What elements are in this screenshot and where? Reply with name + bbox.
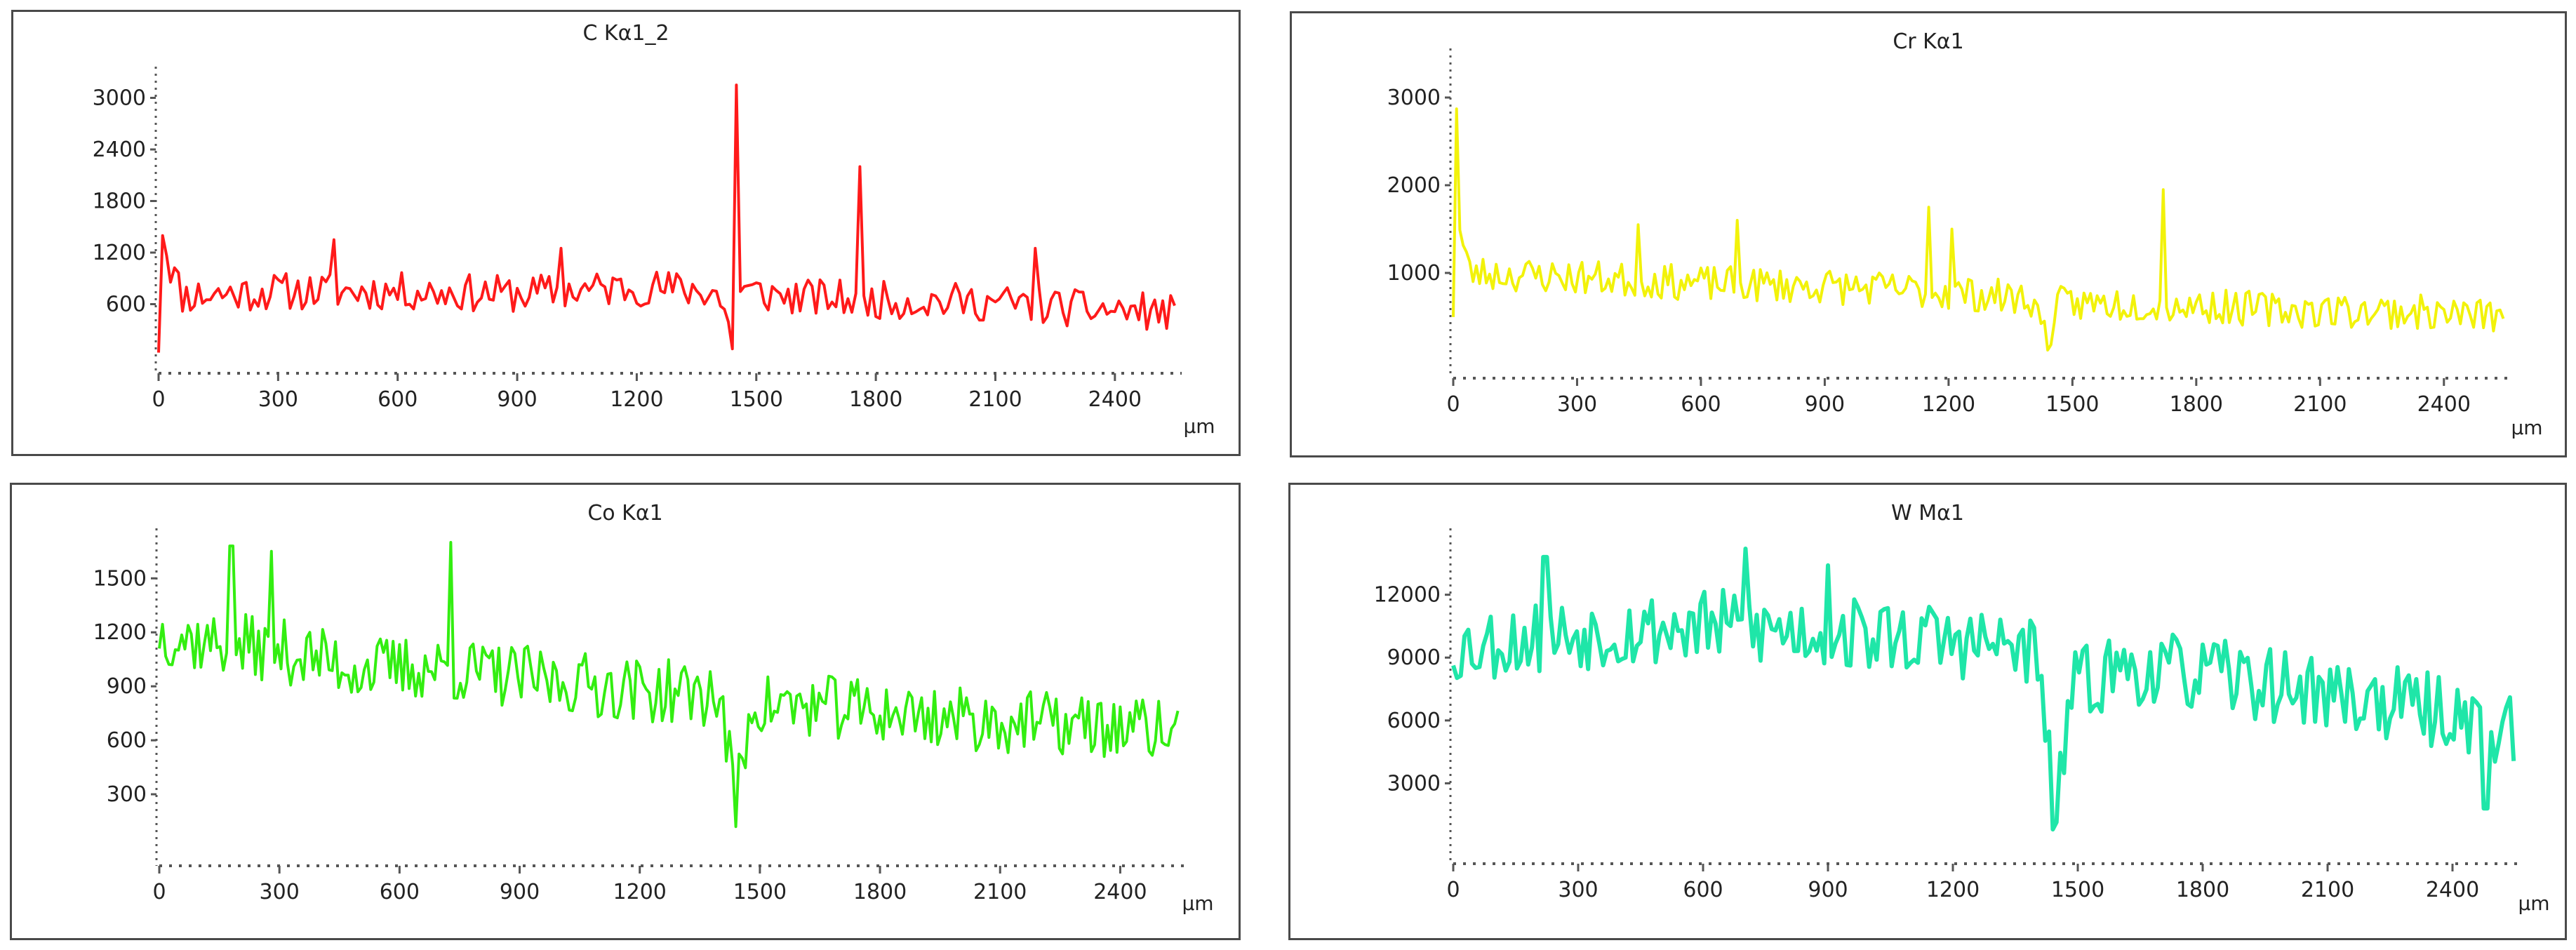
- x-tick-label: 900: [1805, 392, 1845, 417]
- x-unit-label: µm: [2511, 416, 2542, 439]
- x-tick-label: 1500: [2051, 878, 2104, 902]
- y-tick-label: 3000: [93, 86, 146, 111]
- y-tick-label: 1000: [1387, 261, 1441, 286]
- x-tick-label: 0: [1446, 878, 1460, 902]
- chart-panel-cr: Cr Kα1 1000 2000 3000 0 300 600 900 1200 1500 1800…: [1290, 11, 2567, 457]
- series-line-c: [157, 83, 1176, 353]
- x-tick-label: 2100: [2293, 392, 2347, 417]
- x-tick-label: 300: [1557, 392, 1597, 417]
- x-tick-label: 0: [1446, 392, 1460, 417]
- x-tick-label: 1200: [613, 880, 667, 904]
- chart-title-co: Co Kα1: [587, 501, 662, 526]
- y-tick-label: 3000: [1387, 771, 1441, 796]
- x-tick-label: 600: [1683, 878, 1723, 902]
- x-tick-label: 0: [152, 880, 166, 904]
- y-tick-label: 2000: [1387, 173, 1441, 198]
- x-tick-label: 2100: [2301, 878, 2354, 902]
- x-tick-label: 1800: [2170, 392, 2223, 417]
- x-tick-label: 2400: [2417, 392, 2471, 417]
- x-tick-label: 1200: [610, 387, 663, 412]
- y-tick-label: 1500: [93, 566, 147, 591]
- x-tick-label: 1500: [730, 387, 783, 412]
- x-tick-label: 1800: [853, 880, 907, 904]
- y-tick-label: 1800: [93, 189, 146, 214]
- chart-w: W Mα1 3000 6000 9000 12000 0 300 600 900 1200 1500…: [1374, 501, 2550, 915]
- chart-title-c: C Kα1_2: [582, 21, 669, 46]
- x-tick-label: 1200: [1922, 392, 1975, 417]
- x-tick-label: 600: [380, 880, 420, 904]
- x-tick-label: 1200: [1926, 878, 1980, 902]
- series-line-co: [158, 541, 1180, 829]
- y-tick-label: 300: [107, 782, 147, 807]
- x-unit-label: µm: [1183, 415, 1215, 438]
- y-tick-label: 2400: [93, 138, 146, 162]
- chart-co: Co Kα1 300 600 900 1200 1500 0 300 600 900 1200 150…: [93, 501, 1214, 915]
- x-tick-label: 900: [500, 880, 540, 904]
- x-tick-label: 2400: [1088, 387, 1142, 412]
- y-tick-label: 1200: [93, 620, 147, 645]
- y-tick-label: 3000: [1387, 86, 1441, 110]
- x-tick-label: 600: [1681, 392, 1721, 417]
- x-tick-label: 1800: [2176, 878, 2229, 902]
- x-tick-label: 2400: [1093, 880, 1147, 904]
- x-tick-label: 300: [260, 880, 300, 904]
- chart-c: C Kα1_2 600 1200 1800 2400 3000 0 300 600 900 1200…: [93, 21, 1215, 438]
- y-tick-label: 600: [107, 728, 147, 753]
- x-tick-label: 600: [378, 387, 418, 412]
- x-unit-label: µm: [2518, 892, 2549, 915]
- x-tick-label: 1500: [733, 880, 787, 904]
- x-tick-label: 300: [258, 387, 298, 412]
- chart-panel-w: W Mα1 3000 6000 9000 12000 0 300 600 900 1200 1500…: [1288, 483, 2567, 940]
- y-tick-label: 600: [106, 293, 146, 317]
- y-tick-label: 12000: [1374, 583, 1441, 608]
- x-tick-label: 1500: [2046, 392, 2099, 417]
- x-tick-label: 900: [497, 387, 537, 412]
- x-tick-label: 2100: [968, 387, 1022, 412]
- series-line-cr: [1452, 107, 2505, 352]
- chart-title-cr: Cr Kα1: [1893, 29, 1963, 54]
- y-tick-label: 6000: [1387, 709, 1441, 733]
- x-unit-label: µm: [1182, 892, 1213, 915]
- x-tick-label: 900: [1808, 878, 1848, 902]
- x-tick-label: 2100: [973, 880, 1027, 904]
- chart-title-w: W Mα1: [1891, 501, 1964, 526]
- chart-panel-co: Co Kα1 300 600 900 1200 1500 0 300 600 900 1200 150…: [10, 483, 1241, 940]
- y-tick-label: 9000: [1387, 645, 1441, 670]
- chart-cr: Cr Kα1 1000 2000 3000 0 300 600 900 1200 1500 1800…: [1387, 29, 2543, 439]
- x-tick-label: 2400: [2426, 878, 2479, 902]
- x-tick-label: 0: [152, 387, 165, 412]
- series-line-w: [1451, 547, 2516, 832]
- x-tick-label: 300: [1558, 878, 1598, 902]
- x-tick-label: 1800: [849, 387, 902, 412]
- chart-panel-c: C Kα1_2 600 1200 1800 2400 3000 0 300 600 900 1200…: [11, 10, 1241, 456]
- y-tick-label: 1200: [93, 241, 146, 265]
- y-tick-label: 900: [107, 674, 147, 699]
